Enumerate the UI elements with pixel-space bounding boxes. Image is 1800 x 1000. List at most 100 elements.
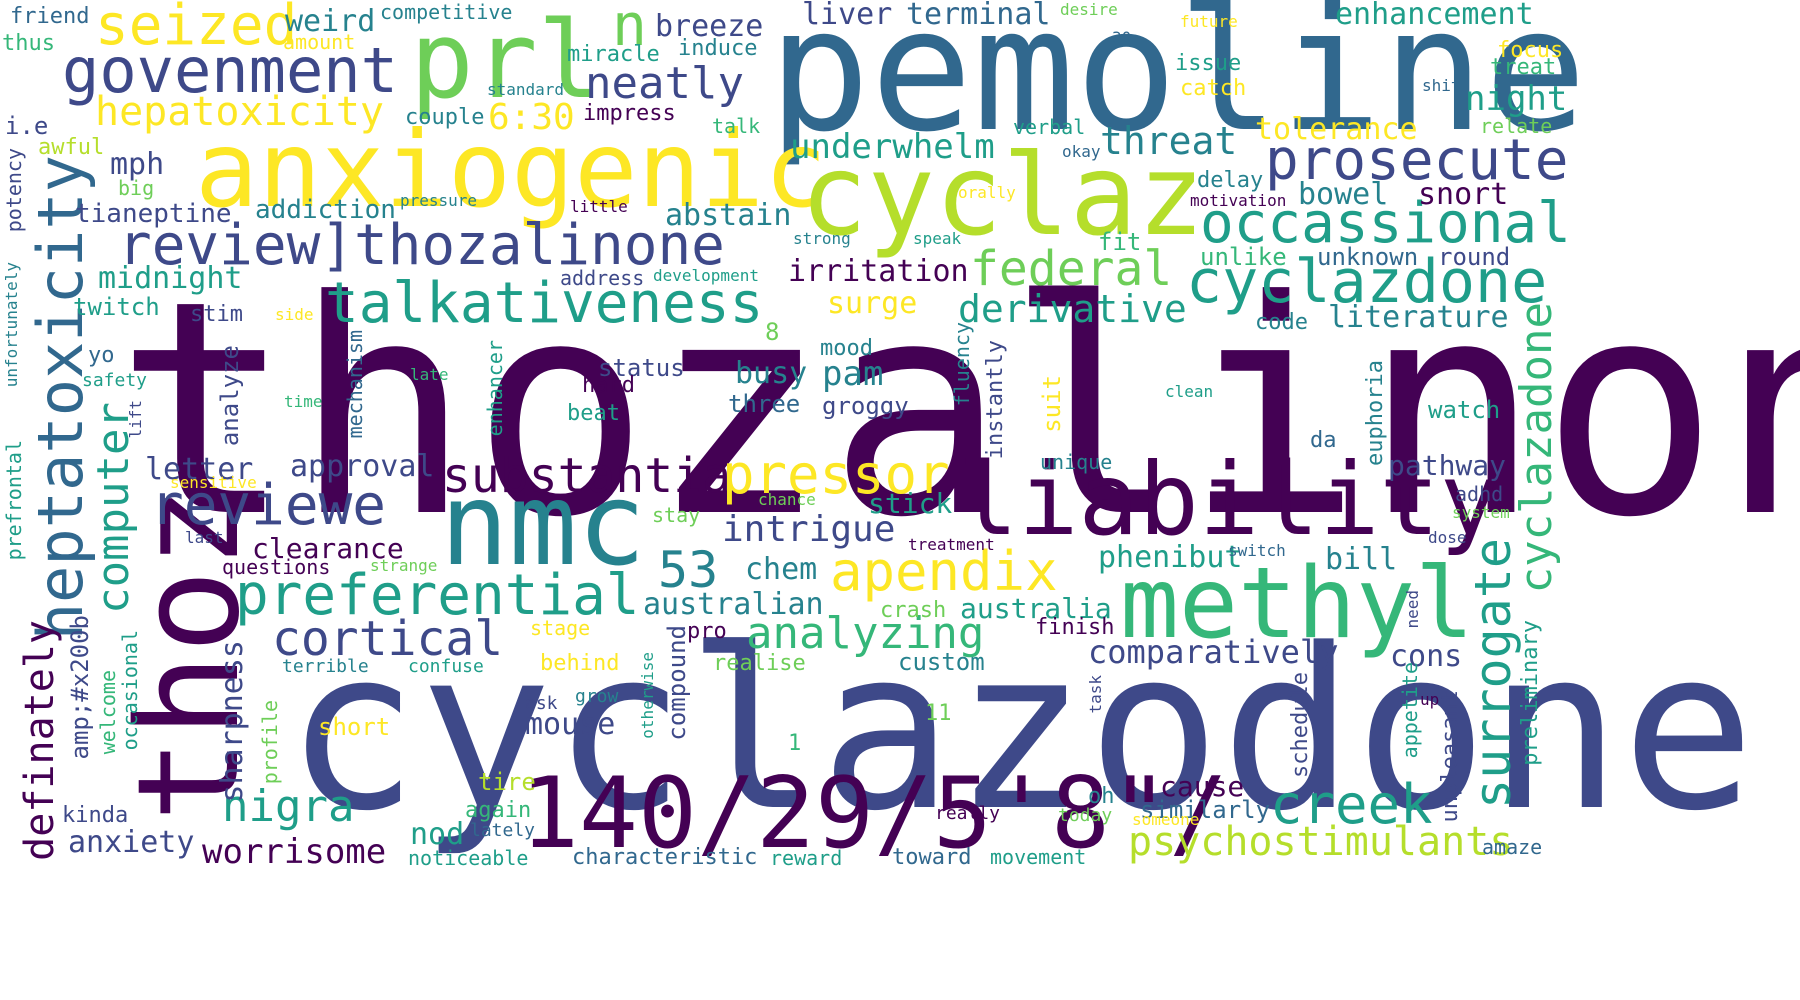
word-up: up [1420,690,1440,709]
word-enhancer: enhancer [483,340,507,437]
word-neatly: neatly [585,58,744,109]
word-desire: desire [1060,0,1118,19]
word-strong: strong [793,229,851,248]
word-crash: crash [880,598,947,623]
word-intrigue: intrigue [722,509,896,550]
word-amp-x200b: amp;#x200b [66,615,94,760]
word-australian: australian [643,587,824,622]
word-orally: orally [958,183,1016,202]
word-little: little [570,197,628,216]
word-11: 11 [925,701,952,726]
word-terminal: terminal [906,0,1051,32]
word-groggy: groggy [822,392,909,420]
word-similarly: similarly [1140,796,1271,824]
word-derivative: derivative [958,287,1187,331]
word-pathway: pathway [1388,449,1507,482]
word-occassional: occassional [1200,191,1571,256]
word-yo: yo [88,343,115,368]
word-custom: custom [898,648,985,676]
word-switch: switch [1228,541,1286,560]
word-last: last [185,528,224,547]
word-prefrontal: prefrontal [2,440,26,561]
word-toward: toward [892,845,972,870]
word-suit: suit [1038,375,1066,433]
word-questions: questions [222,555,331,579]
word-federal: federal [970,241,1173,297]
word-sensitive: sensitive [170,473,257,492]
word-issue: issue [1175,51,1242,76]
word-verbal: verbal [1013,115,1086,139]
word-compound: compound [663,625,691,741]
word-occasional: occasional [118,630,142,751]
word-amount: amount [283,30,356,54]
word-induce: induce [678,36,758,61]
word-strange: strange [370,556,438,575]
word-development: development [653,266,759,285]
word-underwhelm: underwhelm [790,127,995,167]
word-couple: couple [405,105,485,130]
word-govenment: govenment [62,34,398,107]
word-code: code [1255,310,1308,335]
word-miracle: miracle [567,42,660,67]
word-welcome: welcome [96,670,120,755]
word-future: future [1180,12,1238,31]
word-awful: awful [38,135,105,160]
word-cyclazodone: cyclazodone [285,602,1756,860]
word-substantia: substantia [442,448,731,504]
word-impress: impress [583,101,676,126]
word-hepatoxicity: hepatoxicity [95,89,384,135]
word-review-thozalinone: review]thozalinone [118,213,725,278]
word-stage: stage [530,616,591,640]
word-characteristic: characteristic [572,845,758,870]
word-pro: pro [687,619,727,644]
word-reviewe: reviewe [150,473,387,538]
word-fluency: fluency [950,322,974,407]
word-adhd: adhd [1455,482,1504,506]
word-preferential: preferential [235,563,640,628]
word-time: time [284,392,323,411]
word-tolerance: tolerance [1255,112,1418,147]
word-euphoria: euphoria [1363,360,1388,466]
word-nod: nod [410,817,465,852]
word-standard: standard [487,80,565,99]
word-terrible: terrible [282,656,369,677]
word-side: side [275,305,314,324]
word-thozalinone: thozalinone [115,237,1800,582]
word-realise: realise [713,651,806,676]
word-n: n [612,0,647,59]
word-grow: grow [575,686,619,707]
word-beat: beat [567,401,620,426]
word-breeze: breeze [655,9,764,44]
word-anxiogenic: anxiogenic [195,109,828,231]
word-delay: delay [1197,168,1264,193]
word-liability: liability [958,441,1500,558]
word-friend: friend [10,4,90,29]
word-speak: speak [913,229,962,248]
word-talk: talk [712,114,761,138]
word-otherwise: otherwise [638,652,657,739]
word-unpleasant: unpleasant [1438,690,1463,823]
word-pemoline: pemoline [768,0,1587,170]
word-abstain: abstain [665,198,792,233]
word-mouse: mouse [525,707,616,742]
word-someone: someone [1132,810,1200,829]
word-creek: creek [1270,773,1433,836]
word-night: night [1465,79,1568,119]
word-tire: tire [478,768,536,796]
word-big: big [118,176,155,200]
word-potency: potency [2,148,26,233]
word-clean: clean [1165,382,1214,401]
word-analyzing: analyzing [746,608,985,659]
word-bowel: bowel [1298,177,1389,212]
word-ask: ask [525,693,558,714]
word-appetite: appetite [1398,662,1422,759]
word-apendix: apendix [830,540,1058,603]
word-kinda: kinda [62,803,129,828]
word-unknown: unknown [1317,243,1419,271]
word-fit: fit [1098,228,1142,256]
word-da: da [1310,428,1337,453]
word-enhancement: enhancement [1335,0,1534,32]
word-chem: chem [745,552,818,587]
word-snort: snort [1418,177,1509,212]
word-shit: shit [1422,76,1461,95]
